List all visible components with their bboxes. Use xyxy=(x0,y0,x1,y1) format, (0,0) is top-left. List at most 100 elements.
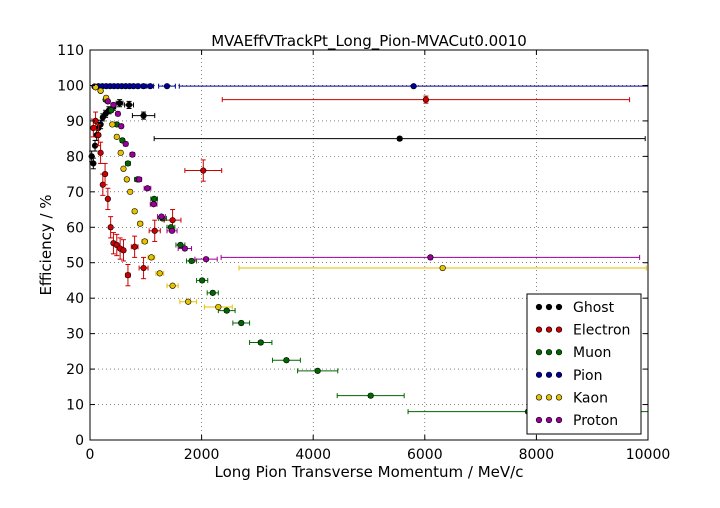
data-point xyxy=(148,254,155,261)
legend-marker xyxy=(535,371,543,378)
x-axis-label: Long Pion Transverse Momentum / MeV/c xyxy=(215,463,524,481)
data-point xyxy=(439,264,446,272)
data-point xyxy=(97,87,104,94)
x-tick-label: 2000 xyxy=(184,447,220,463)
data-point xyxy=(131,208,138,215)
legend-label: Muon xyxy=(573,345,611,361)
x-tick-label: 10000 xyxy=(626,447,671,463)
data-point xyxy=(181,245,188,252)
legend: Ghost Electron Muon Pion Kaon Proton xyxy=(526,293,642,435)
data-point xyxy=(109,121,116,128)
legend-marker xyxy=(535,326,543,333)
y-axis-label: Efficiency / % xyxy=(37,194,55,295)
ticks: 0 10 20 30 40 50 60 70 80 90 100 110 0 2000 4000 6000 80… xyxy=(57,43,670,463)
x-tick-label: 6000 xyxy=(407,447,443,463)
data-point xyxy=(134,83,142,90)
data-point xyxy=(140,264,147,272)
legend-label: Electron xyxy=(573,323,630,339)
data-point xyxy=(147,83,154,90)
y-tick-label: 20 xyxy=(66,362,84,378)
legend-marker xyxy=(545,371,553,378)
legend-label: Pion xyxy=(573,368,602,384)
y-tick-label: 30 xyxy=(66,327,84,343)
data-point xyxy=(120,247,127,254)
data-layer xyxy=(88,83,649,415)
y-tick-label: 60 xyxy=(66,220,84,236)
y-tick-label: 90 xyxy=(66,114,84,130)
legend-marker xyxy=(555,394,563,401)
legend-marker xyxy=(545,394,553,401)
series-electron xyxy=(90,95,631,287)
data-point xyxy=(136,176,143,183)
data-point xyxy=(422,96,430,103)
legend-marker xyxy=(535,394,543,401)
legend-marker xyxy=(555,416,563,424)
legend-marker xyxy=(555,303,563,311)
y-tick-label: 100 xyxy=(57,78,84,94)
data-point xyxy=(107,224,114,231)
data-point xyxy=(137,220,144,227)
data-point xyxy=(238,319,245,327)
data-point xyxy=(144,185,151,192)
legend-label: Kaon xyxy=(573,390,608,406)
data-point xyxy=(140,83,147,90)
series-proton xyxy=(104,98,641,263)
data-point xyxy=(125,101,133,109)
data-point xyxy=(188,257,195,265)
data-point xyxy=(95,131,102,139)
data-point xyxy=(177,241,184,249)
data-point xyxy=(163,83,171,90)
data-point xyxy=(200,167,207,174)
data-point xyxy=(150,201,157,208)
data-point xyxy=(124,272,132,279)
legend-label: Ghost xyxy=(573,300,615,316)
data-point xyxy=(101,170,109,178)
data-point xyxy=(202,256,210,263)
data-point xyxy=(120,165,127,172)
legend-box xyxy=(526,293,642,435)
legend-marker xyxy=(535,416,543,424)
series-pion xyxy=(91,83,649,90)
legend-marker xyxy=(555,349,563,356)
chart-title: MVAEffVTrackPt_Long_Pion-MVACut0.0010 xyxy=(211,32,527,51)
data-point xyxy=(124,160,132,167)
y-tick-label: 70 xyxy=(66,185,84,201)
data-point xyxy=(169,217,176,224)
data-point xyxy=(151,195,158,203)
legend-marker xyxy=(535,303,543,311)
data-point xyxy=(185,298,192,305)
data-point xyxy=(410,83,417,90)
data-point xyxy=(209,289,216,296)
data-point xyxy=(123,176,130,183)
legend-marker xyxy=(545,303,553,311)
legend-marker xyxy=(555,371,563,378)
data-point xyxy=(110,101,117,109)
y-tick-label: 10 xyxy=(66,398,84,414)
data-point xyxy=(427,254,434,261)
y-tick-label: 110 xyxy=(57,43,84,59)
data-point xyxy=(257,339,264,346)
data-point xyxy=(168,227,176,234)
data-point xyxy=(104,98,111,105)
legend-marker xyxy=(545,326,553,333)
data-point xyxy=(129,151,136,158)
data-point xyxy=(169,282,176,289)
series-kaon xyxy=(92,84,647,311)
data-point xyxy=(90,160,97,167)
data-point xyxy=(158,213,165,220)
data-point xyxy=(367,392,374,399)
data-point xyxy=(223,307,230,314)
data-point xyxy=(127,188,134,195)
x-tick-label: 4000 xyxy=(295,447,331,463)
x-tick-label: 0 xyxy=(86,447,95,463)
data-point xyxy=(314,367,321,374)
x-tick-label: 8000 xyxy=(519,447,555,463)
legend-marker xyxy=(545,349,553,356)
series-muon xyxy=(92,84,649,415)
legend-marker xyxy=(535,349,543,356)
data-point xyxy=(283,357,290,364)
data-point xyxy=(151,227,158,234)
data-point xyxy=(104,195,111,203)
